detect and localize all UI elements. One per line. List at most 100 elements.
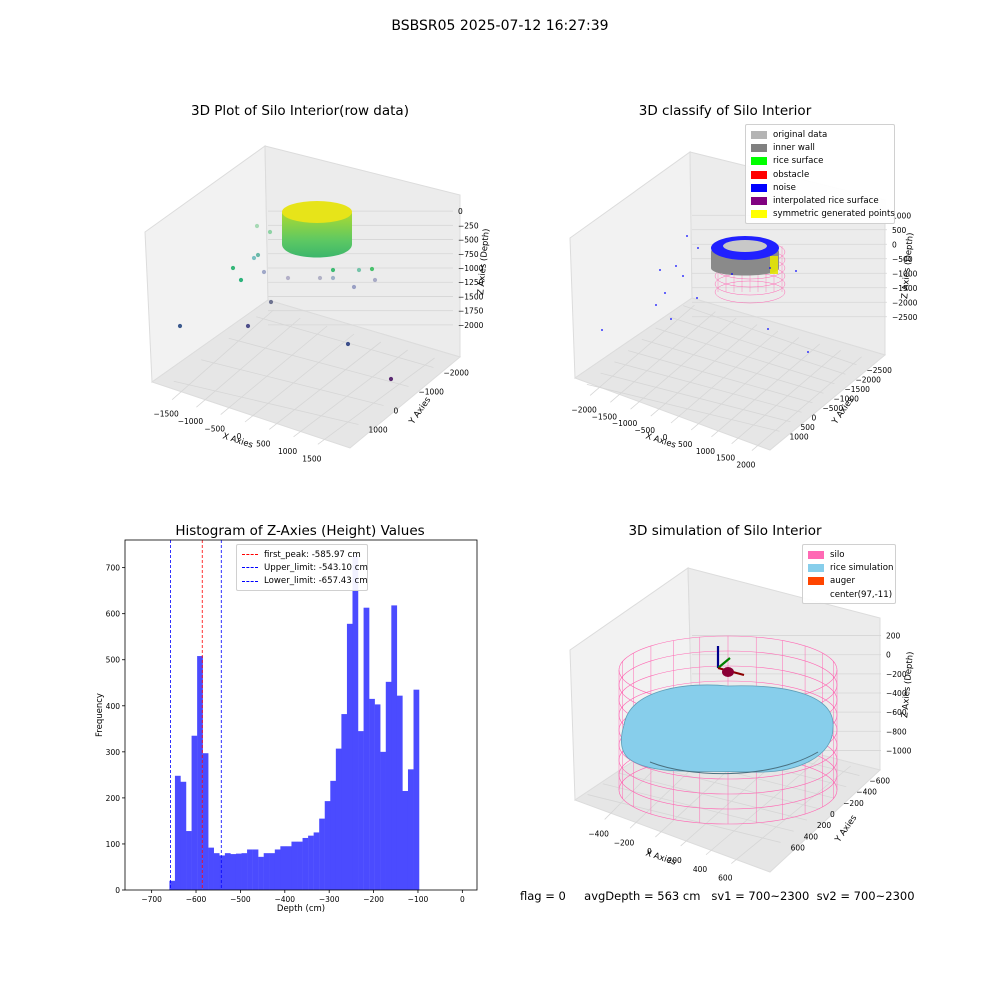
sim-y-tick: 200 — [817, 821, 832, 830]
cls-y-tick: −500 — [823, 404, 844, 413]
histogram-bar — [335, 748, 342, 890]
legend-label: rice surface — [773, 156, 824, 167]
sim-z-tick: −400 — [886, 689, 907, 698]
histogram-x-label: Depth (cm) — [277, 904, 325, 914]
raw-point — [330, 275, 336, 281]
histogram-bar — [202, 753, 209, 890]
histogram-bar — [324, 801, 331, 890]
simulation-plot-title: 3D simulation of Silo Interior — [628, 523, 822, 539]
legend-item: symmetric generated points — [751, 208, 895, 221]
raw-point — [267, 229, 273, 235]
raw-x-tick: 1000 — [278, 447, 297, 456]
histogram-bar — [313, 832, 320, 890]
legend-label: symmetric generated points — [773, 209, 895, 220]
sim-x-tick: 200 — [668, 856, 683, 865]
legend-swatch — [751, 143, 767, 152]
histogram-bar — [280, 846, 287, 890]
legend-item: obstacle — [751, 168, 889, 181]
raw-point — [351, 284, 357, 290]
histogram-x-tick: 0 — [460, 895, 465, 904]
raw-point — [317, 275, 323, 281]
raw-point — [369, 266, 375, 272]
legend-label: first_peak: -585.97 cm — [264, 549, 361, 560]
histogram-y-tick: 300 — [106, 748, 121, 757]
histogram-bar — [191, 735, 198, 890]
sim-y-tick: 600 — [791, 843, 806, 852]
simulation-legend: silo rice simulation auger center(97,-11) — [802, 544, 896, 605]
raw-x-tick: −1500 — [153, 410, 179, 419]
histogram-bar — [219, 855, 226, 890]
cls-z-tick: −1500 — [892, 284, 918, 293]
cls-x-tick: 500 — [678, 440, 693, 449]
histogram-legend: first_peak: -585.97 cm Upper_limit: -543.… — [236, 544, 368, 591]
raw-x-tick: 0 — [237, 432, 242, 441]
histogram-bar — [391, 605, 398, 890]
raw-y-tick: −2000 — [444, 369, 470, 378]
sim-y-tick: −200 — [843, 799, 864, 808]
histogram-y-tick: 700 — [106, 564, 121, 573]
legend-swatch — [808, 563, 824, 572]
classify-noise-point — [682, 275, 684, 277]
raw-point — [238, 277, 244, 283]
cls-y-tick: −1500 — [845, 385, 871, 394]
raw-point — [345, 341, 351, 347]
classify-noise-point — [767, 328, 769, 330]
histogram-bar — [330, 780, 337, 890]
legend-item: silo — [808, 548, 890, 561]
classify-noise-point — [664, 292, 666, 294]
cls-x-tick: 0 — [663, 433, 668, 442]
raw-y-tick: −1000 — [419, 388, 445, 397]
raw-y-tick: 1000 — [369, 426, 388, 435]
raw-scatter-points — [177, 223, 394, 382]
histogram-bar — [197, 656, 203, 890]
legend-label: auger — [830, 576, 855, 587]
raw-point — [285, 275, 291, 281]
histogram-bar — [235, 853, 242, 890]
legend-swatch — [751, 197, 767, 206]
legend-label: Upper_limit: -543.10 cm — [264, 562, 368, 573]
histogram-bar — [241, 853, 248, 890]
sim-z-tick: −1000 — [886, 746, 912, 755]
classify-noise-point — [696, 297, 698, 299]
classify-noise-point — [675, 265, 677, 267]
legend-swatch — [808, 577, 824, 586]
histogram-chart: −700 −600 −500 −400 −300 −200 −100 0 0 100 200 300… — [95, 539, 478, 914]
histogram-y-label: Frequency — [95, 693, 105, 737]
histogram-title: Histogram of Z-Axies (Height) Values — [175, 523, 425, 539]
histogram-bar — [297, 841, 303, 890]
cls-x-tick: 1500 — [716, 454, 735, 463]
histogram-bar — [174, 775, 181, 890]
simulation-y-axis-label: Y Axies — [833, 813, 860, 845]
status-footer: flag = 0 avgDepth = 563 cm sv1 = 700~230… — [520, 889, 915, 903]
legend-label: Lower_limit: -657.43 cm — [264, 576, 368, 587]
sim-x-tick: 400 — [693, 865, 708, 874]
cls-z-tick: 1000 — [892, 211, 911, 220]
raw-y-axis-label: Y Axies — [407, 395, 434, 427]
raw-point — [356, 267, 362, 273]
cls-z-tick: −500 — [892, 255, 913, 264]
legend-label: silo — [830, 549, 845, 560]
legend-label: inner wall — [773, 142, 815, 153]
rice-simulation-surface — [620, 684, 834, 773]
legend-item: rice simulation — [808, 561, 893, 574]
classify-noise-point — [697, 247, 699, 249]
cls-z-tick: −2500 — [892, 313, 918, 322]
cls-y-tick: 1000 — [790, 432, 809, 441]
auger-y-arrow — [717, 657, 731, 669]
histogram-bar — [374, 704, 381, 890]
histogram-bar — [252, 849, 259, 890]
classify-x-axis-label: X Axies — [644, 431, 677, 450]
cls-z-tick: 500 — [892, 226, 907, 235]
raw-x-tick: 1500 — [302, 454, 321, 463]
cls-y-tick: −2500 — [867, 366, 893, 375]
sim-y-tick: −400 — [856, 788, 877, 797]
classify-noise-point — [670, 318, 672, 320]
histogram-bars — [169, 556, 420, 890]
histogram-bar — [346, 623, 353, 890]
cls-x-tick: −1000 — [612, 419, 638, 428]
raw-point — [388, 376, 394, 382]
histogram-bar — [269, 853, 276, 890]
histogram-y-tick: 0 — [115, 886, 120, 895]
auger-head — [722, 667, 734, 677]
sim-x-tick: −400 — [588, 829, 609, 838]
